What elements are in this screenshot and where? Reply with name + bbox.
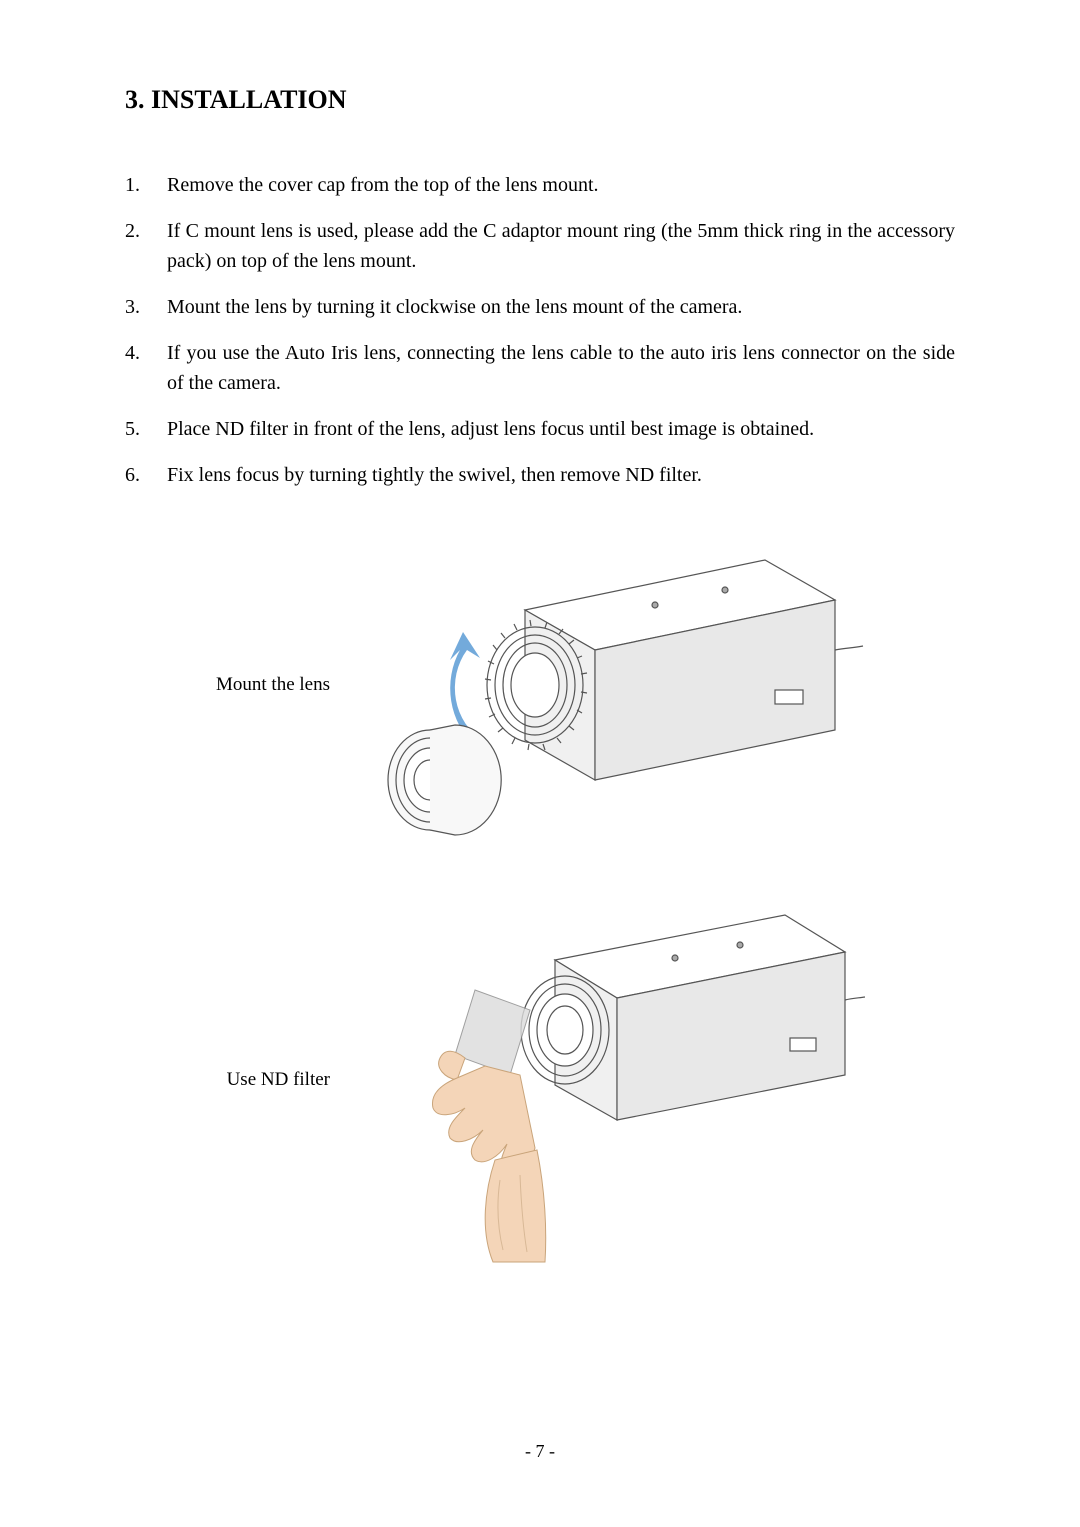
list-number: 6. <box>125 460 167 490</box>
figure-mount-lens: Mount the lens <box>185 530 955 840</box>
list-number: 1. <box>125 170 167 200</box>
list-item: 3. Mount the lens by turning it clockwis… <box>125 292 955 322</box>
list-text: Mount the lens by turning it clockwise o… <box>167 292 955 322</box>
section-heading: 3. INSTALLATION <box>125 85 955 115</box>
list-number: 3. <box>125 292 167 322</box>
hand-icon <box>432 1051 545 1262</box>
figure-label: Use ND filter <box>185 1069 345 1091</box>
camera-mount-lens-illustration <box>345 530 865 840</box>
list-item: 6. Fix lens focus by turning tightly the… <box>125 460 955 490</box>
camera-nd-filter-illustration <box>345 890 865 1270</box>
list-text: Remove the cover cap from the top of the… <box>167 170 955 200</box>
nd-filter-icon <box>455 990 530 1075</box>
list-number: 2. <box>125 216 167 276</box>
list-number: 4. <box>125 338 167 398</box>
list-item: 4. If you use the Auto Iris lens, connec… <box>125 338 955 398</box>
figure-nd-filter: Use ND filter <box>185 890 955 1270</box>
figure-label: Mount the lens <box>185 674 345 696</box>
list-item: 1. Remove the cover cap from the top of … <box>125 170 955 200</box>
page-number: - 7 - <box>0 1441 1080 1462</box>
list-text: If you use the Auto Iris lens, connectin… <box>167 338 955 398</box>
list-item: 2. If C mount lens is used, please add t… <box>125 216 955 276</box>
list-text: If C mount lens is used, please add the … <box>167 216 955 276</box>
list-item: 5. Place ND filter in front of the lens,… <box>125 414 955 444</box>
list-text: Place ND filter in front of the lens, ad… <box>167 414 955 444</box>
installation-steps-list: 1. Remove the cover cap from the top of … <box>125 170 955 490</box>
list-text: Fix lens focus by turning tightly the sw… <box>167 460 955 490</box>
list-number: 5. <box>125 414 167 444</box>
figures-container: Mount the lens <box>125 530 955 1270</box>
